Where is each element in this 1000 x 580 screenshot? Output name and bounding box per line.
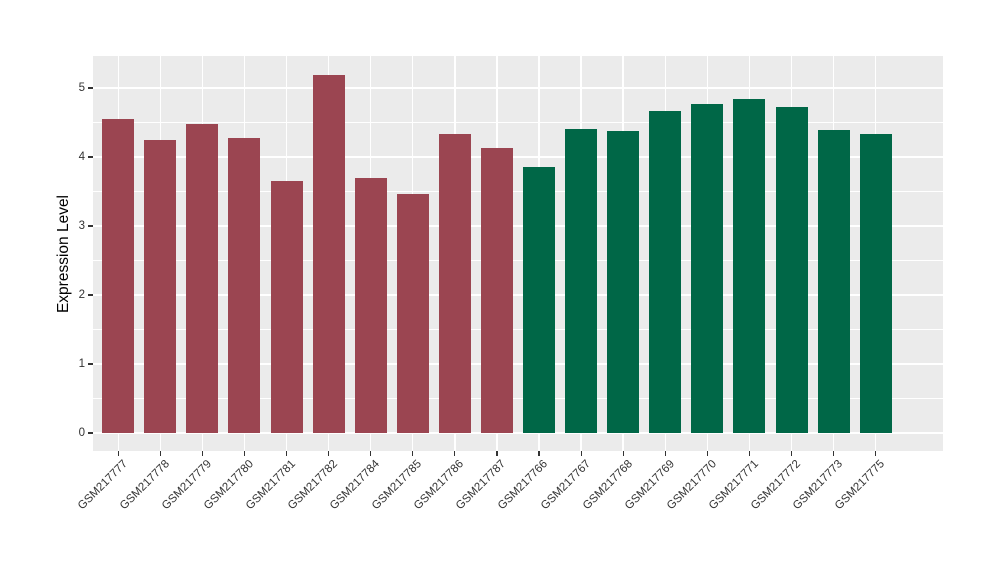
gridline-major [93,432,943,434]
x-tick-mark [159,451,161,456]
bar-GSM217766 [523,167,556,433]
y-tick-mark [88,432,93,434]
bar-GSM217781 [270,181,303,433]
x-tick-mark [496,451,498,456]
y-tick-label: 0 [78,427,85,439]
bar-GSM217786 [438,134,471,433]
gridline-minor [93,398,943,399]
x-tick-mark [622,451,624,456]
plot-panel [93,56,943,451]
x-tick-mark [243,451,246,456]
bar-GSM217769 [649,110,682,433]
y-tick-mark [88,294,93,296]
x-tick-mark [328,451,330,456]
bar-GSM217782 [312,74,345,433]
bar-GSM217770 [691,103,724,433]
bar-GSM217773 [817,130,850,433]
bar-GSM217785 [396,194,429,433]
y-tick-label: 4 [78,151,85,163]
bar-GSM217772 [775,107,808,433]
y-tick-label: 3 [78,220,85,232]
x-tick-mark [454,451,456,456]
x-tick-mark [117,451,119,456]
bar-GSM217779 [186,123,219,433]
x-tick-mark [706,451,708,456]
bar-GSM217771 [733,99,766,433]
bar-GSM217775 [859,134,892,433]
gridline-major [93,156,943,158]
bar-GSM217780 [228,138,261,433]
x-tick-mark [370,451,372,456]
bar-GSM217787 [480,148,513,433]
bar-GSM217768 [607,130,640,433]
x-tick-mark [832,451,835,456]
x-tick-mark [201,451,203,456]
bar-GSM217784 [354,178,387,433]
x-tick-mark [790,451,793,456]
y-tick-label: 2 [78,289,85,301]
gridline-major [93,294,943,296]
x-tick-mark [538,451,540,456]
x-tick-mark [664,451,666,456]
x-tick-mark [748,451,751,456]
bar-GSM217767 [565,129,598,433]
gridline-minor [93,122,943,123]
y-tick-mark [88,363,93,365]
gridline-minor [93,260,943,261]
y-tick-label: 5 [78,82,85,94]
y-tick-label: 1 [78,358,85,370]
y-axis-title: Expression Level [55,194,72,314]
gridline-major [93,363,943,365]
gridline-minor [93,191,943,192]
gridline-minor [93,329,943,330]
x-tick-mark [412,451,414,456]
y-tick-mark [88,225,93,227]
y-tick-mark [88,156,93,158]
bar-GSM217778 [144,140,177,433]
gridline-major [93,87,943,89]
x-tick-mark [875,451,877,456]
y-tick-mark [88,87,93,89]
x-tick-mark [580,451,582,456]
gridline-major [93,225,943,227]
x-tick-mark [285,451,288,456]
bar-GSM217777 [102,119,135,433]
